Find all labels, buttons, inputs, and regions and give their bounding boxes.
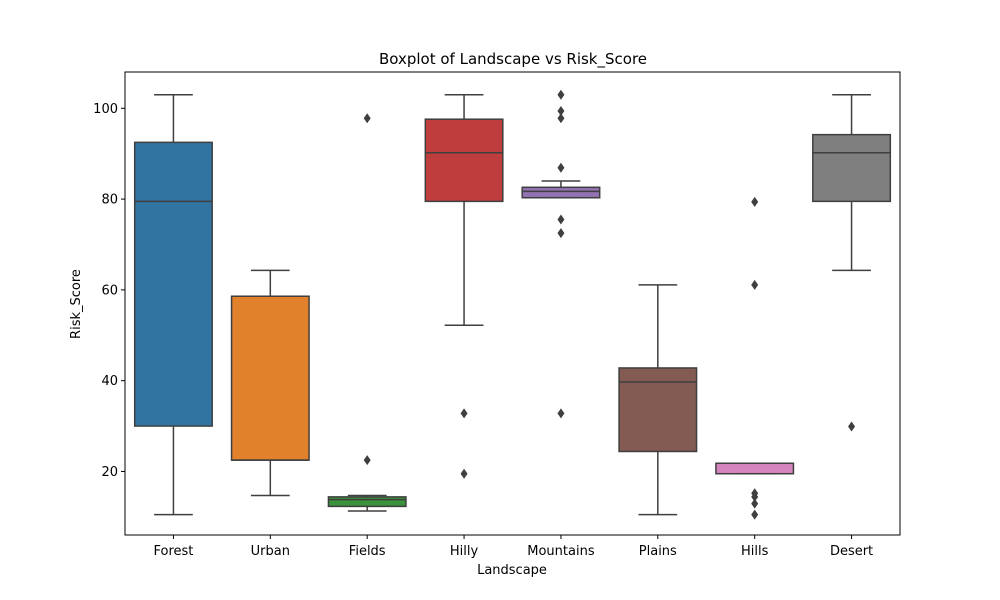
outlier-point <box>751 279 759 290</box>
x-axis-label: Landscape <box>477 563 547 578</box>
box-hills <box>715 196 795 520</box>
box-body <box>327 496 407 508</box>
x-tick-label: Desert <box>830 544 873 559</box>
box-desert <box>812 93 892 432</box>
outlier-point <box>557 214 565 225</box>
y-tick-label: 40 <box>101 374 118 389</box>
outlier-point <box>460 468 468 479</box>
x-tick-label: Fields <box>349 544 386 559</box>
outlier-point <box>460 408 468 419</box>
plot-frame <box>124 71 901 536</box>
chart-title: Boxplot of Landscape vs Risk_Score <box>379 50 647 69</box>
y-tick-label: 20 <box>101 465 118 480</box>
y-axis-label: Risk_Score <box>69 269 84 339</box>
outlier-point <box>557 89 565 100</box>
box-mountains <box>521 89 601 419</box>
x-tick-label: Urban <box>251 544 290 559</box>
box-body <box>133 141 213 427</box>
box-fields <box>327 113 407 512</box>
outlier-point <box>557 106 565 117</box>
x-tick-label: Plains <box>639 544 677 559</box>
outlier-point <box>557 228 565 239</box>
x-tick-label: Mountains <box>527 544 595 559</box>
box-forest <box>133 93 213 516</box>
box-body <box>230 295 310 461</box>
y-tick-label: 60 <box>101 283 118 298</box>
outlier-point <box>751 196 759 207</box>
box-hilly <box>424 93 504 479</box>
x-tick-label: Forest <box>153 544 193 559</box>
box-body <box>715 462 795 475</box>
axes: 20 40 60 80 100 Forest Urban Fields Hilly Mountai… <box>93 102 873 559</box>
outlier-point <box>363 113 371 124</box>
x-tick-label: Hilly <box>450 544 479 559</box>
outlier-point <box>557 408 565 419</box>
box-body <box>812 133 892 203</box>
outlier-point <box>751 498 759 509</box>
y-tick-label: 80 <box>101 193 118 208</box>
box-urban <box>230 269 310 497</box>
box-body <box>521 186 601 199</box>
box-body <box>618 367 698 453</box>
plot-area <box>133 89 892 520</box>
box-plains <box>618 284 698 516</box>
y-tick-label: 100 <box>93 102 118 117</box>
outlier-point <box>557 113 565 124</box>
outlier-point <box>363 455 371 466</box>
outlier-point <box>751 488 759 499</box>
outlier-point <box>557 162 565 173</box>
x-tick-label: Hills <box>741 544 769 559</box>
box-body <box>424 118 504 203</box>
outlier-point <box>751 509 759 520</box>
outlier-point <box>848 421 856 432</box>
